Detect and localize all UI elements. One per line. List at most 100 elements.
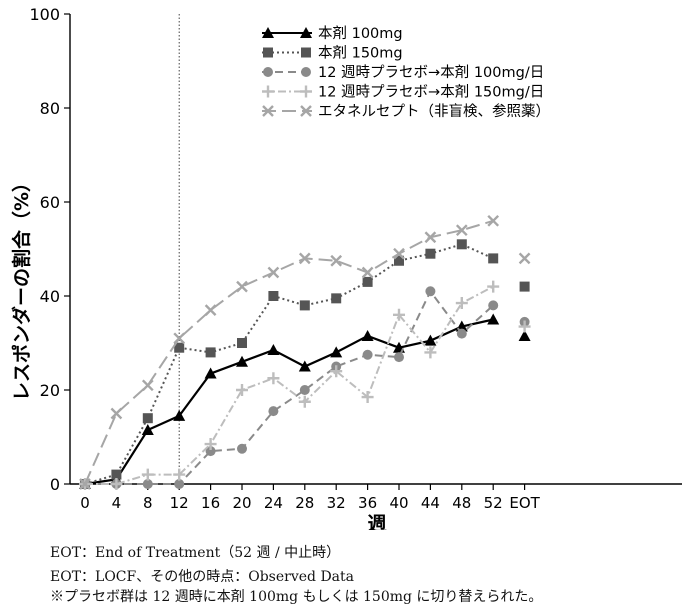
series-1-point — [518, 329, 531, 341]
series-3-point — [174, 479, 185, 489]
series-4-point — [361, 391, 374, 404]
footnote-data-method: EOT：LOCF、その他の時点：Observed Data — [50, 569, 354, 585]
series-5-point — [236, 280, 248, 293]
legend-label-3: 12 週時プラセボ→本剤 100mg/日 — [318, 64, 544, 81]
series-4-point — [393, 308, 405, 321]
legend-label-5: エタネルセプト（非盲検、参照薬） — [318, 103, 550, 120]
series-2-point — [237, 338, 247, 348]
series-5-point — [393, 247, 405, 260]
legend-marker-3 — [301, 67, 311, 77]
series-3-point — [237, 443, 247, 454]
x-tick-label: 40 — [389, 494, 408, 512]
series-2-point — [174, 342, 185, 353]
series-1-point — [204, 367, 217, 379]
x-tick-label: 44 — [421, 494, 440, 512]
series-line-5 — [84, 219, 494, 485]
series-2-point — [142, 413, 153, 424]
y-tick-label: 80 — [40, 99, 60, 118]
legend-marker-3 — [263, 67, 273, 77]
series-4-point — [518, 320, 531, 333]
series-5-point — [173, 332, 186, 345]
series-4-point — [455, 297, 468, 310]
legend-marker-5 — [262, 105, 274, 117]
legend-marker-2 — [301, 47, 311, 58]
series-4-point — [236, 384, 248, 396]
series-4-point — [298, 395, 311, 408]
series-3-point — [268, 406, 279, 417]
series-5-point — [141, 379, 154, 392]
series-2-point — [111, 469, 122, 480]
series-1-point — [361, 329, 374, 341]
series-2-point — [362, 276, 373, 287]
y-tick-label: 40 — [40, 287, 60, 306]
series-5-point — [361, 266, 374, 279]
series-2-point — [456, 239, 467, 250]
series-5-point — [110, 407, 123, 420]
footnote-placebo-switch: ※プラセボ群は 12 週時に本剤 100mg もしくは 150mg に切り替えら… — [50, 589, 543, 605]
x-tick-label: 24 — [264, 494, 283, 512]
footnote-eot-definition: EOT：End of Treatment（52 週 / 中止時） — [50, 545, 341, 561]
y-tick-label: 100 — [29, 5, 60, 24]
series-5-point — [424, 231, 437, 244]
series-2-point — [488, 253, 499, 264]
series-3-point — [142, 479, 153, 489]
legend-marker-2 — [263, 47, 273, 58]
series-5-point — [298, 252, 311, 265]
series-line-1 — [84, 318, 494, 486]
series-5-point — [267, 266, 280, 279]
x-tick-label: 32 — [327, 494, 346, 512]
series-3-point — [362, 349, 373, 360]
legend-label-1: 本剤 100mg — [318, 25, 403, 42]
legend-marker-1 — [262, 27, 274, 38]
legend-marker-5 — [300, 105, 312, 117]
series-3-point — [394, 352, 404, 363]
series-4-point — [330, 365, 343, 378]
series-1-point — [267, 344, 280, 356]
series-5-point — [518, 252, 531, 265]
x-tick-label: EOT — [509, 494, 540, 512]
series-5-point — [455, 224, 468, 237]
series-4-point — [487, 280, 500, 293]
x-tick-label: 8 — [143, 494, 153, 512]
legend-marker-1 — [300, 27, 312, 38]
series-2-point — [425, 248, 436, 259]
series-2-point — [331, 293, 342, 304]
series-group — [79, 214, 531, 490]
legend-marker-4 — [300, 85, 312, 98]
series-1-point — [236, 355, 248, 367]
x-tick-label: 36 — [358, 494, 377, 512]
x-tick-label: 20 — [232, 494, 251, 512]
series-2-point — [205, 347, 216, 358]
series-4-point — [204, 438, 217, 451]
series-1-point — [330, 346, 343, 358]
series-3-point — [488, 300, 499, 311]
y-tick-label: 60 — [40, 193, 60, 212]
series-3-point — [425, 286, 436, 297]
series-5-point — [330, 254, 343, 267]
series-2-point — [394, 255, 404, 266]
x-tick-label: 4 — [112, 494, 122, 512]
legend-label-2: 本剤 150mg — [318, 45, 403, 62]
series-line-3 — [85, 289, 494, 485]
series-4-point — [110, 478, 123, 490]
series-2-point — [299, 300, 310, 311]
y-tick-label: 20 — [40, 381, 60, 400]
series-1-point — [424, 334, 437, 346]
y-axis-label: レスポンダーの割合（%） — [10, 173, 33, 401]
x-tick-label: 12 — [170, 494, 189, 512]
x-tick-label: 48 — [452, 494, 471, 512]
series-3-point — [299, 385, 310, 395]
series-4-point — [424, 346, 437, 359]
plot-frame — [69, 14, 682, 485]
series-line-2 — [84, 243, 494, 485]
series-2-point — [519, 281, 530, 292]
series-1-point — [298, 360, 311, 372]
y-axis-ticks: 0 20 40 60 80 100 — [29, 5, 70, 494]
x-tick-label: 52 — [484, 494, 503, 512]
x-tick-label: 28 — [295, 494, 314, 512]
series-5-point — [487, 214, 500, 227]
legend-label-4: 12 週時プラセボ→本剤 150mg/日 — [318, 84, 544, 101]
series-4-point — [267, 372, 280, 385]
series-3-point — [456, 328, 467, 339]
